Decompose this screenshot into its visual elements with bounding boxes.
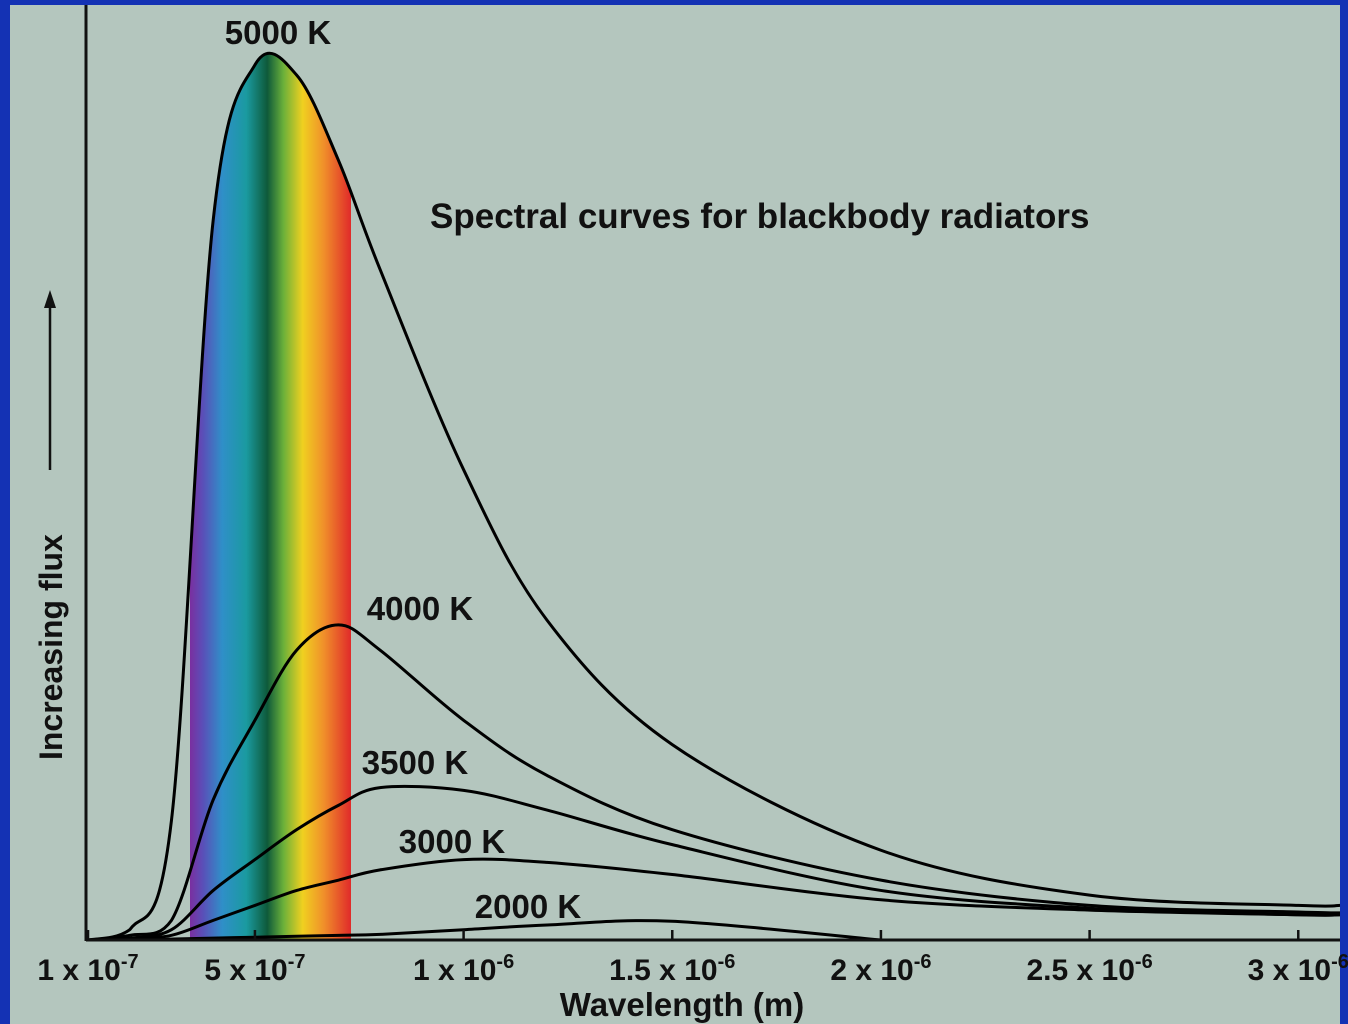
x-tick-label-base: 1 x 10 — [37, 954, 120, 987]
x-tick-label: 1 x 10-7 — [37, 951, 138, 987]
series-label: 2000 K — [475, 888, 582, 925]
x-tick-label-base: 3 x 10 — [1248, 954, 1331, 987]
series-label: 5000 K — [225, 14, 332, 51]
x-tick-label-base: 2.5 x 10 — [1026, 954, 1134, 987]
x-tick-label-base: 1.5 x 10 — [609, 954, 717, 987]
curve — [87, 784, 1341, 942]
x-tick-label-exponent: -6 — [914, 951, 932, 973]
series-label: 3500 K — [362, 744, 469, 781]
x-tick-label-exponent: -6 — [1135, 951, 1153, 973]
x-tick-label: 5 x 10-7 — [204, 951, 305, 987]
x-tick-label: 3 x 10-6 — [1248, 951, 1348, 987]
curve — [87, 857, 1341, 942]
curve — [87, 51, 1341, 942]
x-tick-label: 2.5 x 10-6 — [1026, 951, 1152, 987]
x-tick-label-exponent: -6 — [496, 951, 514, 973]
chart-title: Spectral curves for blackbody radiators — [430, 197, 1089, 236]
series-label: 4000 K — [367, 590, 474, 627]
y-axis-title: Increasing flux — [33, 534, 69, 760]
x-tick-label-base: 1 x 10 — [413, 954, 496, 987]
x-tick-label-exponent: -7 — [288, 951, 306, 973]
x-axis-title: Wavelength (m) — [560, 986, 804, 1023]
x-tick-label-exponent: -7 — [121, 951, 139, 973]
curve — [87, 623, 1341, 942]
x-tick-label-exponent: -6 — [1331, 951, 1348, 973]
x-tick-label-base: 5 x 10 — [204, 954, 287, 987]
x-tick-label: 1 x 10-6 — [413, 951, 514, 987]
x-tick-label: 2 x 10-6 — [830, 951, 931, 987]
series-label: 3000 K — [399, 823, 506, 860]
x-tick-label: 1.5 x 10-6 — [609, 951, 735, 987]
y-arrow-head — [44, 290, 56, 308]
x-tick-label-exponent: -6 — [718, 951, 736, 973]
x-tick-label-base: 2 x 10 — [830, 954, 913, 987]
